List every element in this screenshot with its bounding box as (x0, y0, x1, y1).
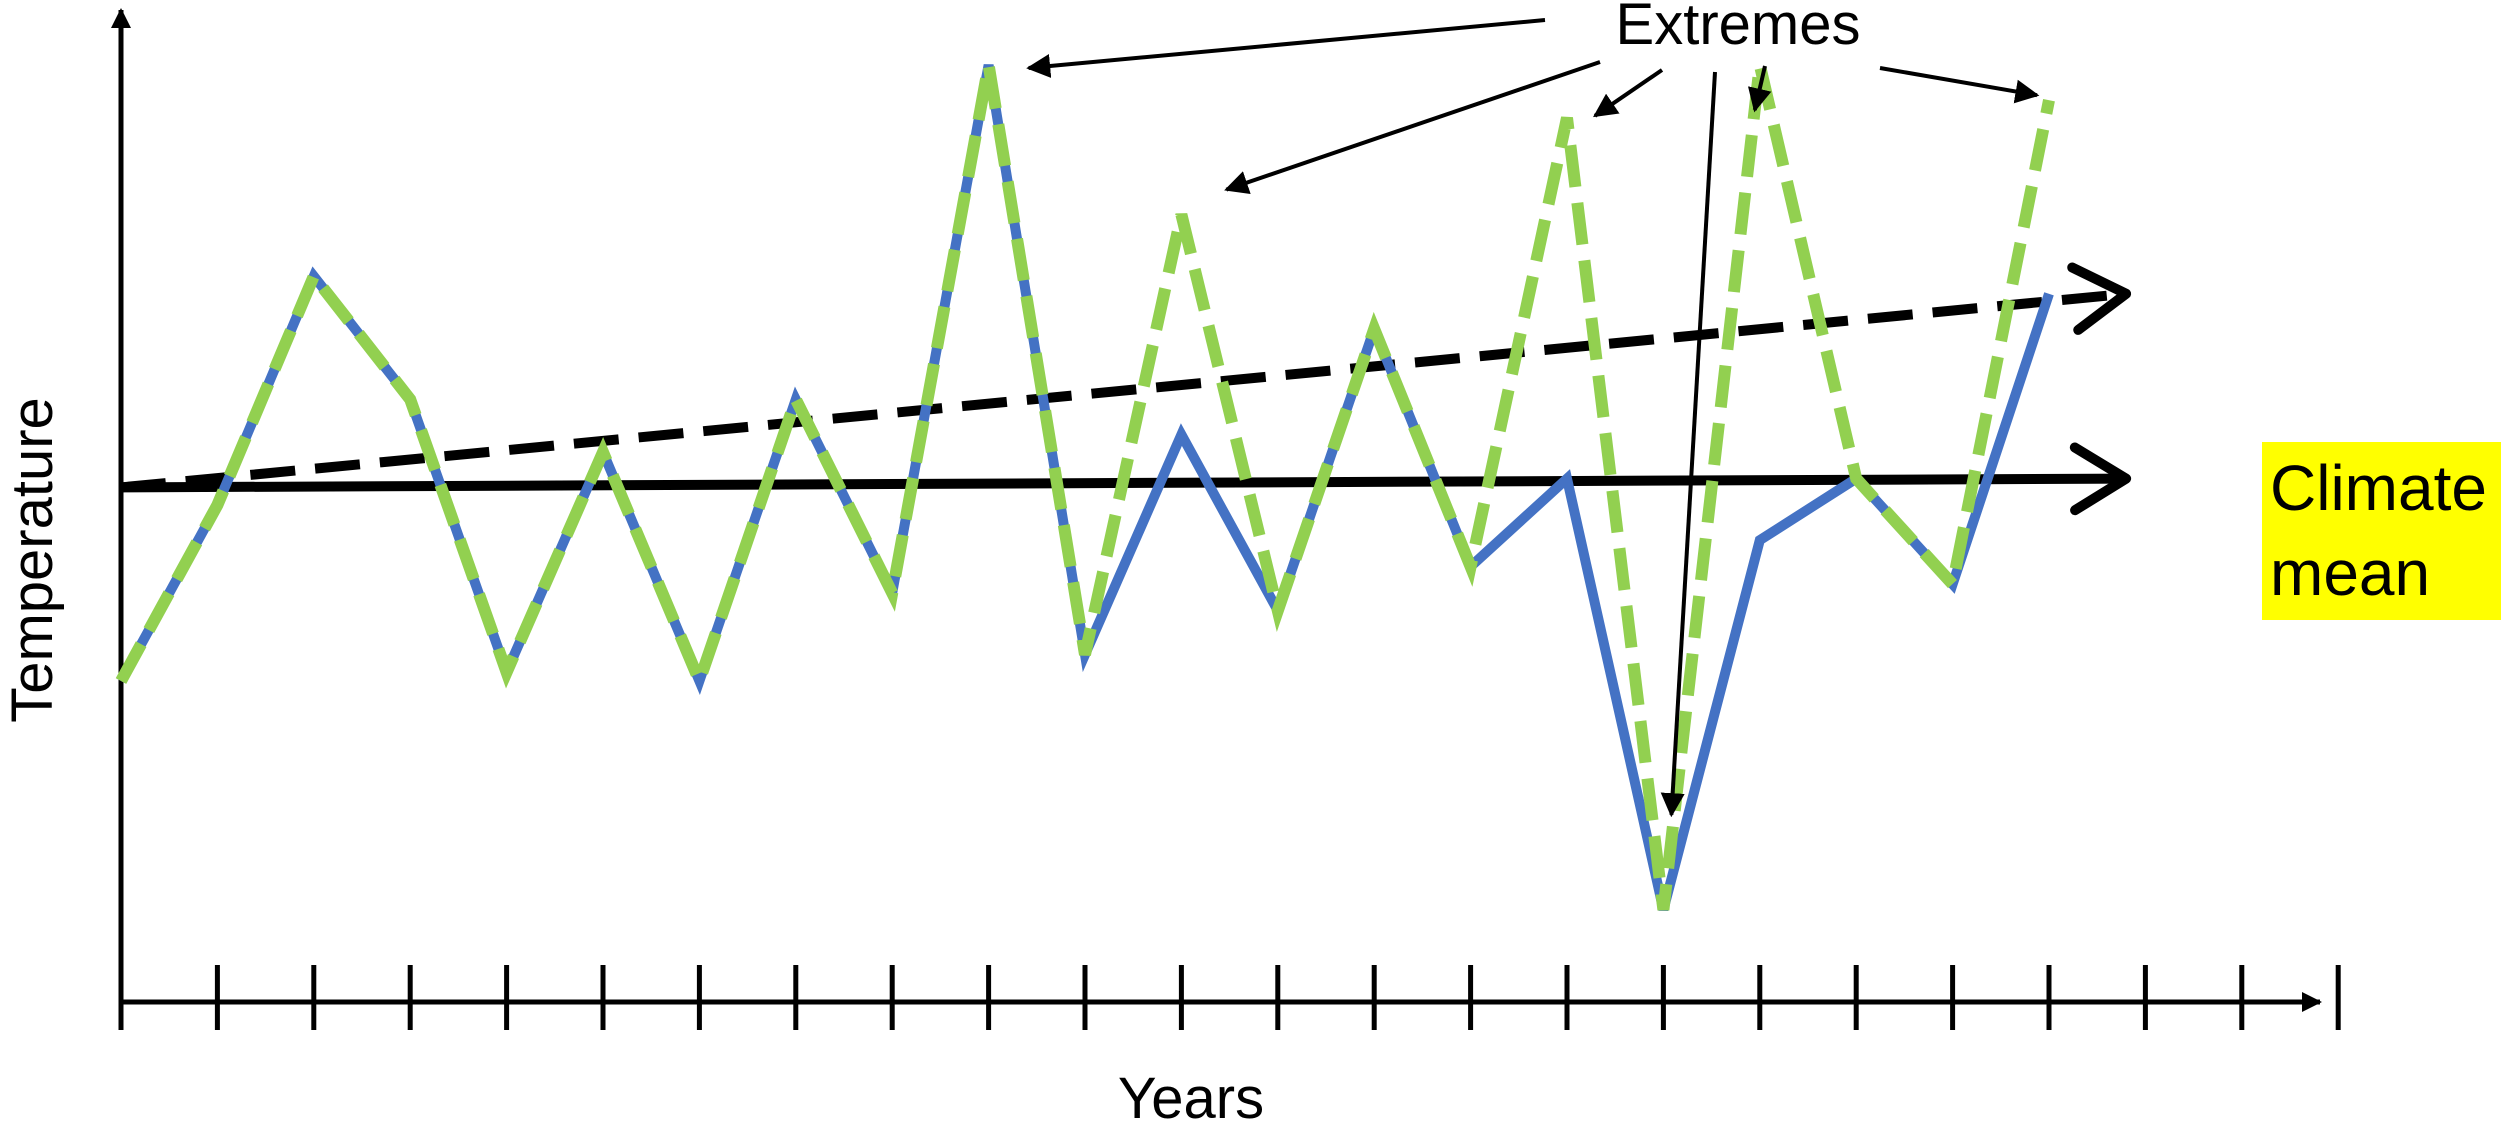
extremes-callout-arrow (1593, 68, 1664, 118)
y-axis-label: Temperature (0, 397, 65, 723)
climate-mean-label-line1: Climate (2270, 452, 2487, 524)
extremes-label: Extremes (1616, 0, 1861, 57)
x-axis-label: Years (1118, 1066, 1264, 1125)
extreme-temperature-dashed-line (115, 63, 2055, 911)
extremes-callout-arrow (1879, 66, 2040, 104)
extremes-callout-arrows (1026, 18, 2040, 818)
climate-mean-label-highlight (2262, 442, 2501, 620)
extremes-callout-arrow (1660, 71, 1717, 818)
shifted-mean-trend-line (120, 288, 2127, 493)
extremes-callout-arrow (1747, 65, 1772, 113)
extremes-callout-arrow (1224, 60, 1601, 194)
shifted-mean-arrowhead (2067, 262, 2132, 335)
climate-mean-label-line2: mean (2270, 537, 2430, 609)
climate-mean-arrowhead (2069, 442, 2132, 516)
extremes-callout-arrow (1026, 18, 1546, 78)
x-axis-ticks (118, 965, 2341, 1030)
